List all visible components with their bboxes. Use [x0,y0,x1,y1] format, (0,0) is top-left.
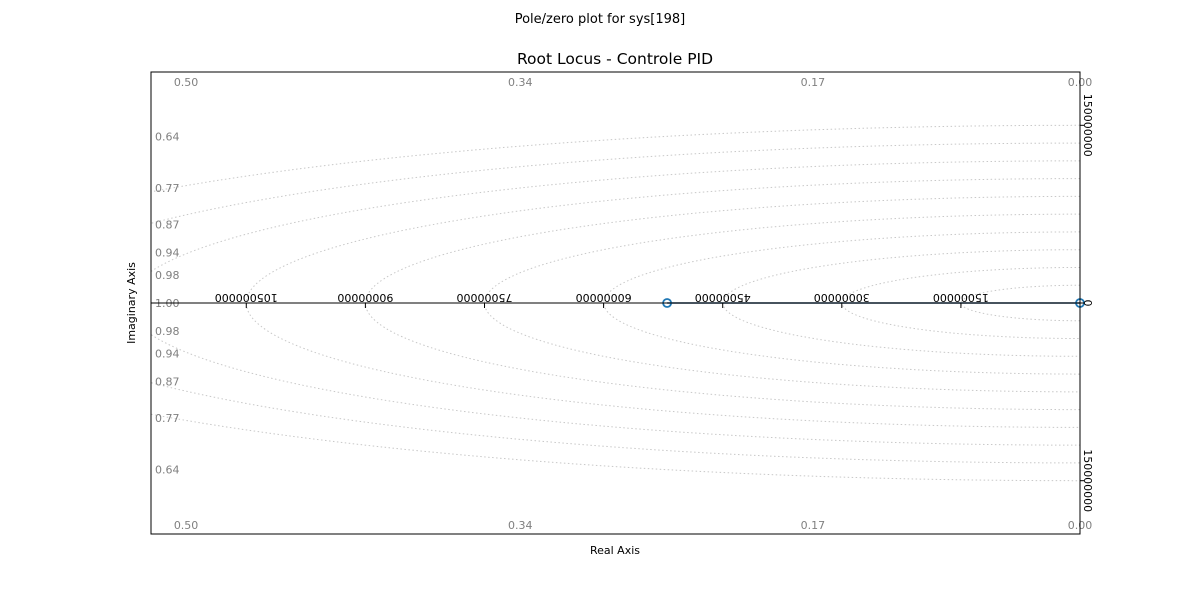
frequency-arc [151,124,1080,482]
x-tick-label: 45000000 [695,291,751,304]
damping-label: 0.50 [174,76,199,89]
damping-label: 0.34 [508,519,533,532]
x-tick-label: 90000000 [337,291,393,304]
x-tick-label: 60000000 [576,291,632,304]
damping-label: 0.87 [155,376,180,389]
x-tick-label: 15000000 [933,291,989,304]
x-tick-label: 75000000 [456,291,512,304]
frequency-arc [245,178,1080,428]
y-tick-label: 150000000 [1081,449,1094,512]
figure-suptitle: Pole/zero plot for sys[198] [515,12,686,27]
y-tick-label: 150000000 [1081,94,1094,157]
damping-label: 0.94 [155,347,180,360]
chart-title: Root Locus - Controle PID [517,50,713,68]
damping-label: 0.34 [508,76,533,89]
damping-label: 0.87 [155,218,180,231]
label-layer: 0.98 0.98 0.94 0.94 0.87 0.87 0.77 0.77 0.64 0.64… [151,76,1094,532]
damping-label: 0.77 [155,182,180,195]
damping-label: 0.98 [155,325,180,338]
damping-label: 0.77 [155,412,180,425]
damping-label: 0.50 [174,519,199,532]
damping-label: 0.98 [155,269,180,282]
damping-label: 0.17 [801,519,826,532]
damping-label: 0.17 [801,76,826,89]
damping-label: 0.64 [155,131,180,144]
y-tick-label: 0 [1081,300,1094,307]
x-tick-label: 105000000 [215,291,278,304]
damping-label: 0.94 [155,247,180,260]
y-axis-label: Imaginary Axis [125,262,138,344]
frequency-arc [151,142,1080,464]
plot-frame [150,71,1081,535]
x-axis-label: Real Axis [590,544,640,557]
damping-label: 0.64 [155,463,180,476]
x-tick-label: 30000000 [814,291,870,304]
